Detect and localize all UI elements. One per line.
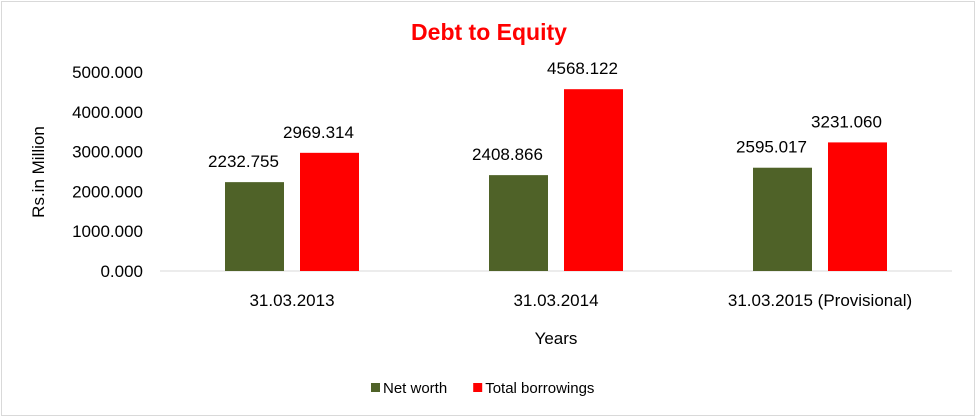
legend-swatch [473, 383, 483, 392]
data-label: 2232.755 [208, 152, 279, 171]
bars [225, 89, 887, 271]
bar-total-borrowings [828, 142, 887, 271]
bar-net-worth [225, 182, 284, 271]
bar-net-worth [753, 167, 812, 271]
bar-net-worth [489, 175, 548, 271]
data-label: 3231.060 [811, 112, 882, 131]
bar-total-borrowings [300, 152, 359, 271]
y-tick-label: 1000.000 [72, 222, 143, 241]
data-label: 2408.866 [472, 145, 543, 164]
chart-title: Debt to Equity [411, 19, 567, 45]
data-label: 2595.017 [736, 138, 807, 157]
x-axis-ticks: 31.03.2013 31.03.2014 31.03.2015 (Provisio… [249, 291, 912, 310]
legend: Net worth Total borrowings [371, 380, 594, 397]
x-tick-label: 31.03.2014 [513, 291, 598, 310]
legend-swatch [371, 383, 380, 392]
x-tick-label: 31.03.2013 [249, 291, 334, 310]
y-tick-label: 3000.000 [72, 143, 143, 162]
x-tick-label: 31.03.2015 (Provisional) [728, 291, 912, 310]
y-axis-ticks: 0.000 1000.000 2000.000 3000.000 4000.000 500… [72, 63, 143, 281]
x-axis-title: Years [535, 329, 578, 348]
legend-label: Net worth [383, 380, 447, 397]
y-tick-label: 5000.000 [72, 63, 143, 82]
y-tick-label: 0.000 [100, 262, 143, 281]
y-tick-label: 2000.000 [72, 182, 143, 201]
y-tick-label: 4000.000 [72, 103, 143, 122]
data-label: 4568.122 [547, 59, 618, 78]
legend-label: Total borrowings [485, 380, 594, 397]
y-axis-title: Rs.in Million [29, 126, 48, 218]
data-label: 2969.314 [283, 123, 354, 142]
bar-total-borrowings [564, 89, 623, 271]
